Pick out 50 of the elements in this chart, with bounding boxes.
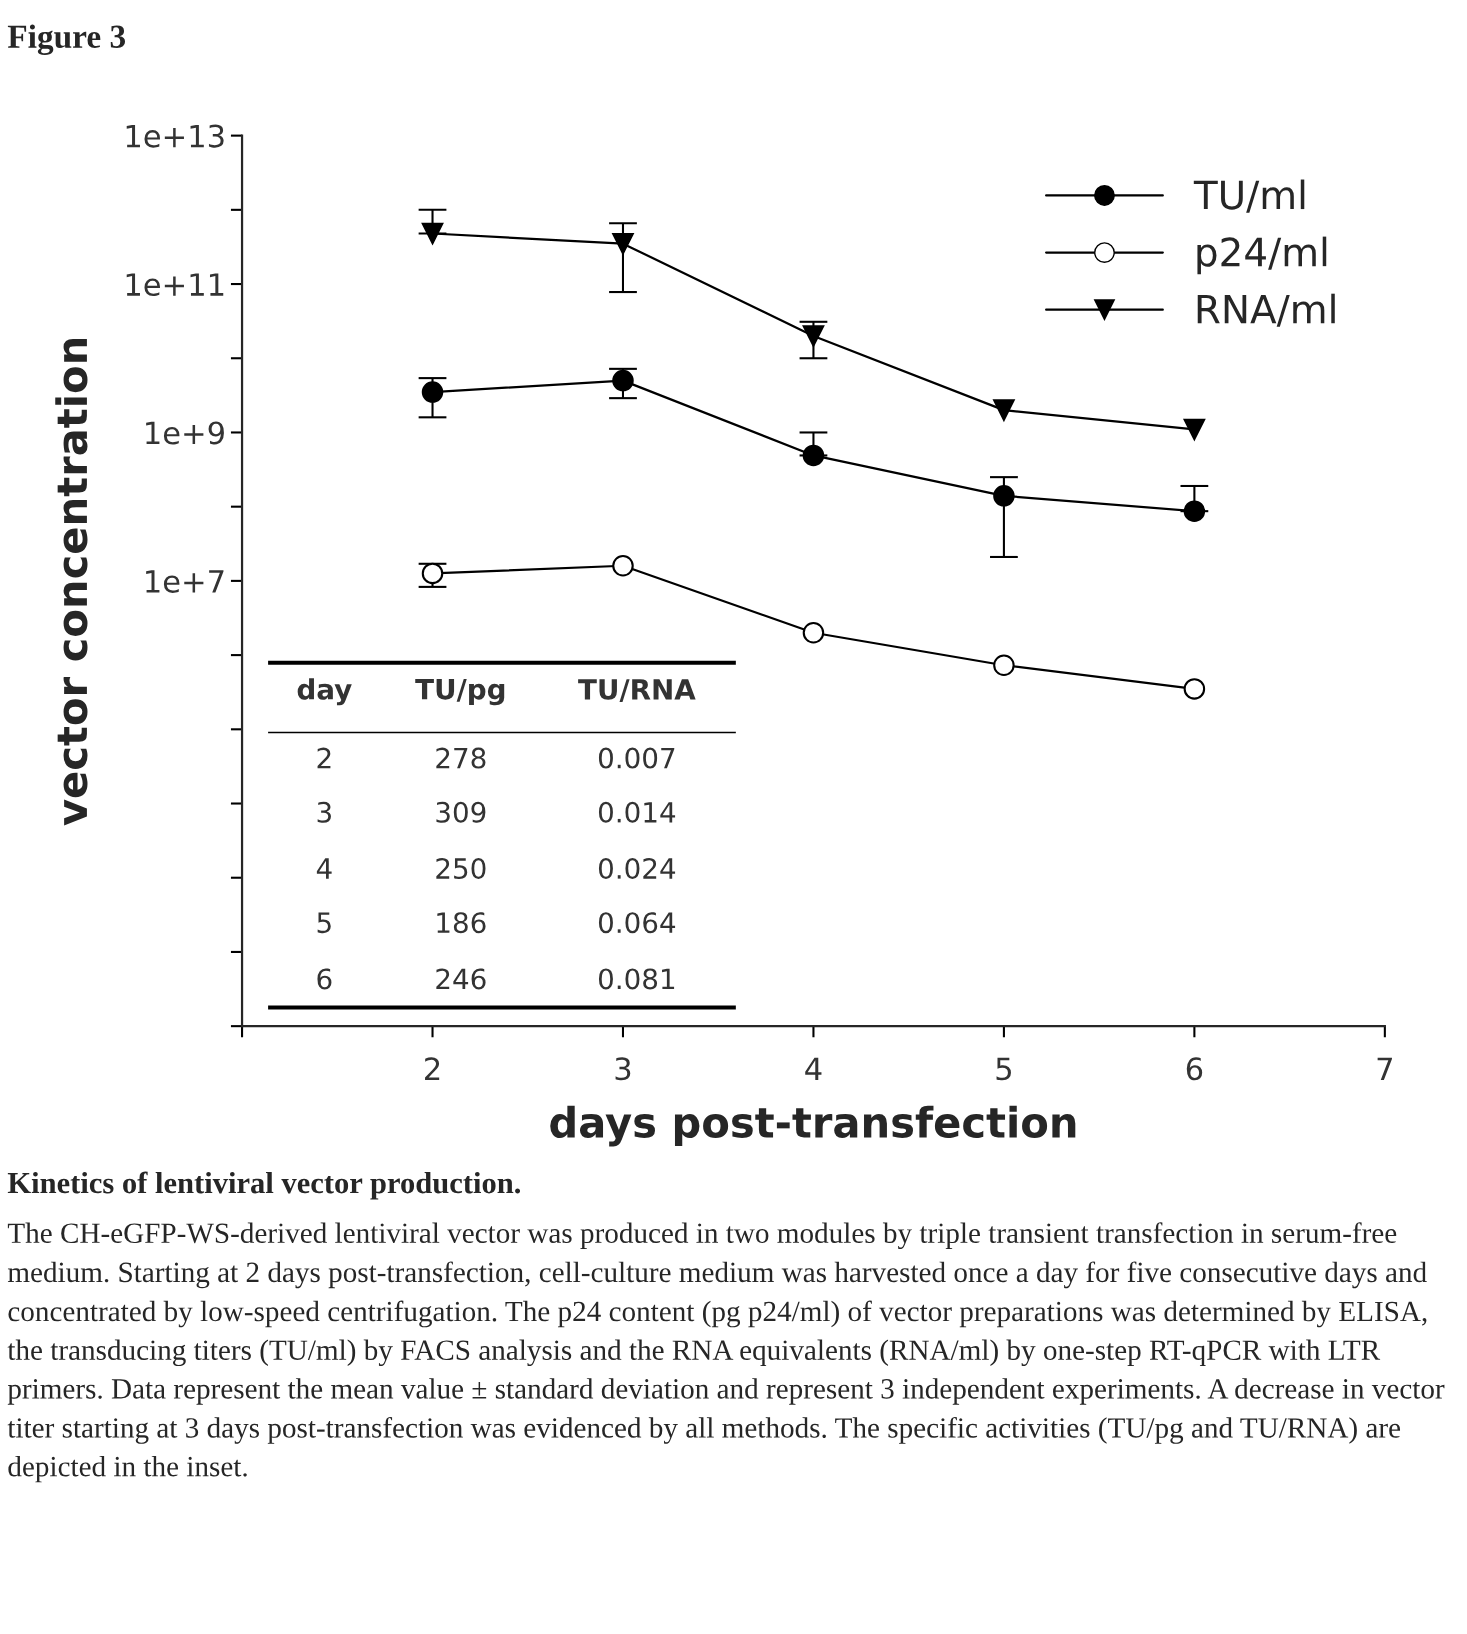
annotation: 2: [317, 747, 331, 769]
point: [802, 325, 825, 347]
point: [612, 232, 634, 255]
x-tick-label: 2: [425, 1057, 440, 1080]
legend-label: TU/ml: [1193, 179, 1305, 213]
annotation: 4: [316, 858, 332, 879]
point: [1183, 500, 1206, 522]
x-axis-title: days post-transfection: [550, 1105, 1076, 1147]
annotation: 186: [437, 912, 486, 934]
point: [993, 485, 1015, 507]
text: Kinetics of lentiviral vector production.: [7, 1171, 521, 1200]
point: [802, 622, 825, 644]
y-tick-label: 1e+11: [126, 273, 224, 297]
legend-label: p24/ml: [1197, 236, 1327, 275]
point: [612, 369, 634, 392]
legend-label: RNA/ml: [1197, 293, 1335, 327]
point: [802, 444, 825, 467]
annotation: 0.007: [598, 747, 675, 769]
annotation: 0.024: [598, 858, 676, 880]
annotation: 0.014: [598, 801, 676, 823]
y-axis-title: vector concentration: [55, 338, 88, 826]
annotation: 6: [317, 968, 332, 990]
text: The CH-eGFP-WS-derived lentiviral vector was produced in two modules by triple transient transfection in serum-free medium. Starting at 2 days post-transfection, cell-culture medium was harvested once a day for five consecutive days and concentrated by low-speed centrifugation. The p24 content (pg p24/ml) of vector preparations was determined by ELISA, the transducing titers (TU/ml) by FACS analysis and the RNA equivalents (RNA/ml) by one-step RT-qPCR with LTR primers. Data represent the mean value ± standard deviation and represent 3 independent experiments. A decrease in vector titer starting at 3 days post-transfection was evidenced by all methods. The specific activities (TU/pg and TU/RNA) are depicted in the inset.: [7, 1222, 1445, 1483]
annotation: 278: [436, 747, 486, 769]
point: [993, 654, 1015, 676]
annotation: 0.064: [598, 912, 676, 934]
point: [1183, 418, 1206, 441]
point: [421, 222, 444, 245]
annotation: day: [297, 678, 352, 706]
x-tick-label: 3: [615, 1057, 631, 1081]
point: [1183, 678, 1206, 700]
y-tick-label: 1e+9: [146, 421, 224, 445]
annotation: 246: [436, 968, 486, 990]
y-tick-label: 1e+7: [146, 570, 224, 593]
x-tick-label: 6: [1186, 1057, 1203, 1081]
x-tick-label: 4: [805, 1057, 822, 1080]
annotation: 250: [436, 858, 486, 880]
point: [612, 554, 634, 577]
annotation: TU/pg: [415, 679, 505, 706]
annotation: 3: [317, 801, 331, 823]
x-tick-label: 7: [1377, 1057, 1392, 1080]
point: [993, 399, 1015, 421]
x-tick-label: 5: [996, 1057, 1011, 1081]
annotation: 309: [436, 801, 486, 823]
chart-title: Figure 3: [7, 24, 126, 55]
annotation: 0.081: [598, 968, 675, 990]
annotation: 5: [317, 912, 331, 934]
y-tick-label: 1e+13: [126, 124, 224, 148]
point: [421, 381, 444, 403]
annotation: TU/RNA: [578, 679, 696, 703]
